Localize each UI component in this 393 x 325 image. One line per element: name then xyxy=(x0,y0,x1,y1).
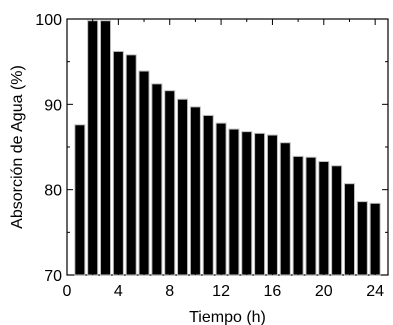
bar-12 xyxy=(215,122,227,276)
x-tick-label-12: 12 xyxy=(212,283,230,300)
bar-19 xyxy=(305,156,317,276)
x-tick-label-24: 24 xyxy=(366,283,384,300)
bar-24 xyxy=(369,202,381,276)
bar-4 xyxy=(112,50,124,276)
x-tick-label-8: 8 xyxy=(165,283,174,300)
y-axis-title: Absorción de Agua (%) xyxy=(9,65,26,229)
bar-22 xyxy=(343,183,355,276)
bar-6 xyxy=(138,70,150,276)
y-tick-label-80: 80 xyxy=(44,183,62,200)
bar-8 xyxy=(164,90,176,276)
bar-17 xyxy=(279,142,291,276)
bar-11 xyxy=(202,114,214,276)
x-tick-label-0: 0 xyxy=(63,283,72,300)
bar-23 xyxy=(356,201,368,276)
bar-1 xyxy=(74,124,86,276)
bar-13 xyxy=(228,128,240,276)
y-tick-label-100: 100 xyxy=(35,12,62,29)
bar-18 xyxy=(292,155,304,276)
bar-9 xyxy=(177,98,189,276)
bar-20 xyxy=(318,161,330,276)
bar-14 xyxy=(241,131,253,276)
bar-16 xyxy=(266,134,278,276)
bar-7 xyxy=(151,83,163,276)
x-tick-label-20: 20 xyxy=(315,283,333,300)
bar-10 xyxy=(189,106,201,276)
tick-labels-group: 0 4 8 12 16 20 24 70 80 90 100 xyxy=(35,12,384,300)
bar-15 xyxy=(254,132,266,276)
ticks-group xyxy=(66,18,388,276)
y-tick-label-90: 90 xyxy=(44,97,62,114)
x-tick-label-16: 16 xyxy=(264,283,282,300)
bar-5 xyxy=(125,54,137,276)
bar-3 xyxy=(100,20,112,276)
x-tick-label-4: 4 xyxy=(114,283,123,300)
bar-2 xyxy=(87,20,99,276)
bar-21 xyxy=(331,165,343,276)
bars-group xyxy=(74,20,381,276)
x-axis-title: Tiempo (h) xyxy=(189,309,266,325)
y-tick-label-70: 70 xyxy=(44,268,62,285)
